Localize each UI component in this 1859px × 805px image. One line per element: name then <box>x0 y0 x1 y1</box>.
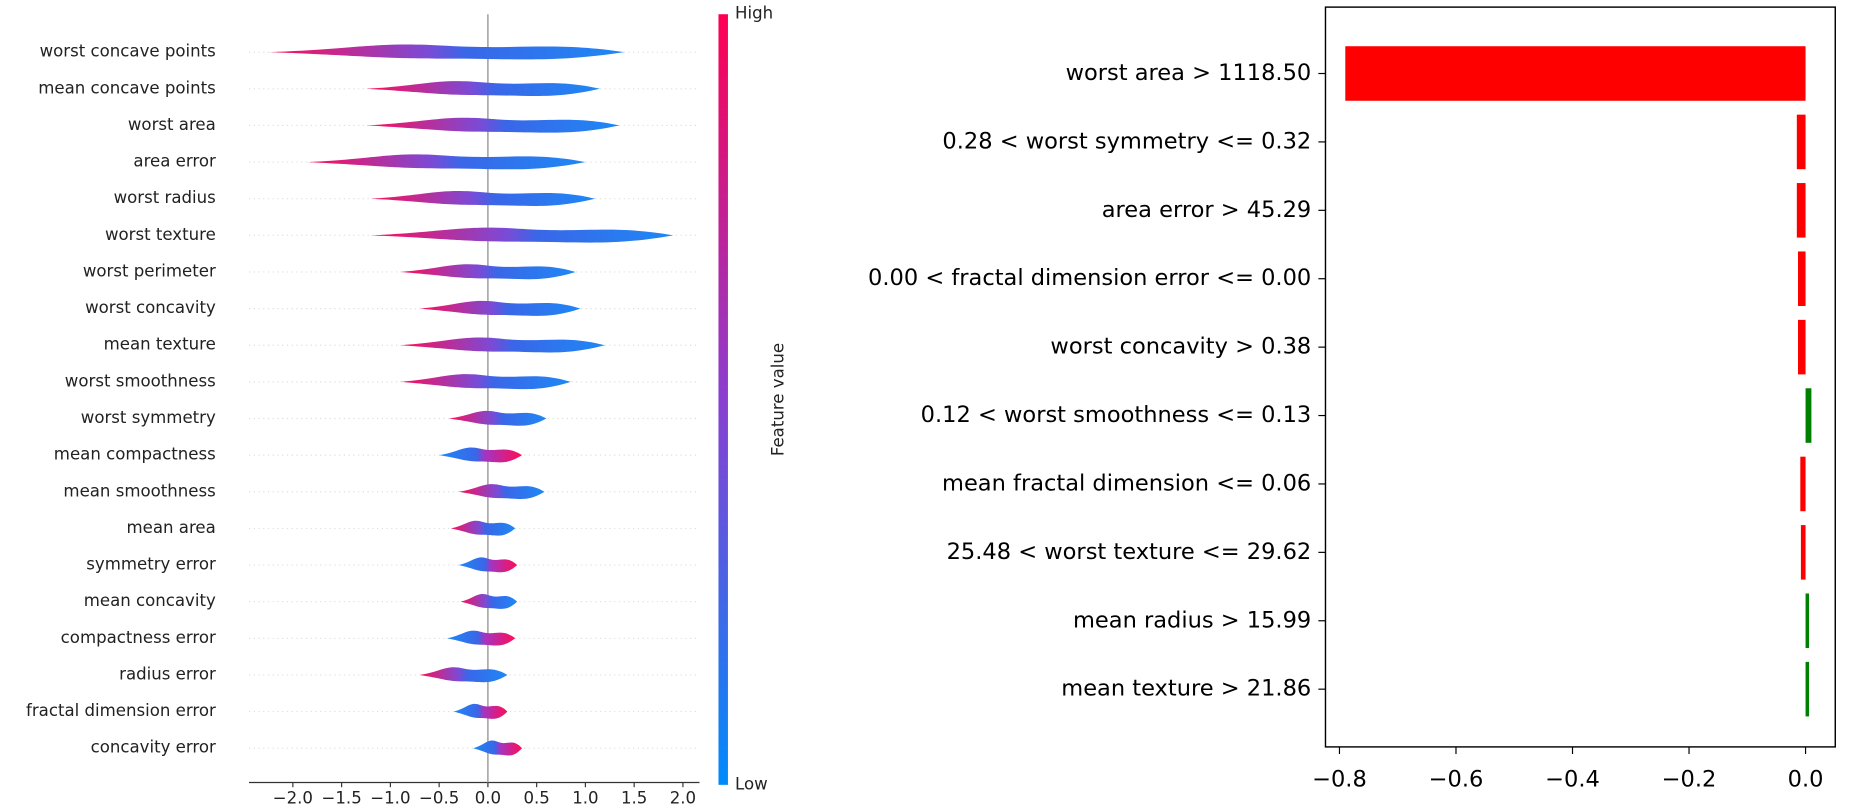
violin <box>446 630 516 646</box>
x-tick-label: −1.0 <box>370 789 410 805</box>
feature-label: worst concavity <box>85 298 216 317</box>
violin <box>453 703 508 719</box>
feature-label: concavity error <box>91 738 216 757</box>
violin <box>460 593 518 609</box>
feature-label: mean area <box>127 518 216 537</box>
feature-label: mean texture <box>104 335 216 354</box>
y-tick-label: 0.28 < worst symmetry <= 0.32 <box>942 128 1311 154</box>
x-tick-label: 1.0 <box>572 789 598 805</box>
violin <box>366 81 601 97</box>
violin-panel: High Low Feature value −2.0 −1.5 −1.0 −0.5 0… <box>26 4 787 805</box>
y-tick-label: worst area > 1118.50 <box>1066 60 1312 86</box>
colorbar-label: Feature value <box>768 343 787 456</box>
bar <box>1797 251 1806 306</box>
x-tick-label: 0.0 <box>1788 767 1824 793</box>
violin <box>400 374 571 390</box>
y-tick-label: 0.00 < fractal dimension error <= 0.00 <box>868 265 1311 291</box>
x-tick-label: 1.5 <box>621 789 647 805</box>
violin <box>307 154 586 170</box>
x-tick-label: 0.0 <box>475 789 501 805</box>
bar <box>1805 661 1810 717</box>
violin <box>450 520 516 536</box>
x-tick-label: 2.0 <box>670 789 696 805</box>
y-tick-label: mean texture > 21.86 <box>1061 676 1311 702</box>
feature-label: mean compactness <box>54 445 216 464</box>
y-tick-label: mean fractal dimension <= 0.06 <box>942 470 1311 496</box>
colorbar-low: Low <box>735 774 768 793</box>
feature-label: worst area <box>128 115 216 134</box>
colorbar-high: High <box>735 4 773 23</box>
bar <box>1796 183 1806 238</box>
y-tick-label: worst concavity > 0.38 <box>1050 334 1311 360</box>
feature-label: area error <box>133 152 216 171</box>
violin <box>400 264 576 280</box>
feature-label: worst concave points <box>40 42 216 61</box>
y-tick-label: mean radius > 15.99 <box>1073 607 1311 633</box>
y-tick-label: area error > 45.29 <box>1102 197 1312 223</box>
violin <box>419 300 581 316</box>
x-tick-label: −0.8 <box>1312 767 1367 793</box>
violin <box>370 227 674 243</box>
violin <box>473 740 523 756</box>
feature-label: worst perimeter <box>83 261 216 280</box>
feature-label: worst radius <box>114 188 216 207</box>
feature-label: symmetry error <box>86 555 216 574</box>
feature-label: worst symmetry <box>81 408 216 427</box>
x-tick-label: −1.5 <box>321 789 361 805</box>
bar <box>1345 46 1806 101</box>
bar <box>1797 319 1806 375</box>
violin <box>458 484 545 500</box>
bar <box>1800 456 1806 512</box>
feature-label: fractal dimension error <box>26 701 216 720</box>
feature-label: worst smoothness <box>65 371 216 390</box>
bar <box>1805 388 1812 443</box>
bar <box>1800 525 1806 580</box>
y-tick-label: 25.48 < worst texture <= 29.62 <box>947 539 1312 565</box>
bar <box>1796 114 1806 170</box>
violin <box>268 44 625 60</box>
violin <box>419 667 508 683</box>
x-tick-label: −0.2 <box>1662 767 1717 793</box>
feature-label: worst texture <box>105 225 216 244</box>
violin <box>458 557 518 573</box>
violin <box>400 337 605 353</box>
violin <box>439 447 523 463</box>
feature-label: mean concave points <box>38 78 216 97</box>
x-tick-label: −0.5 <box>419 789 459 805</box>
violin <box>448 410 547 426</box>
x-tick-label: −0.6 <box>1429 767 1484 793</box>
violin <box>366 117 620 133</box>
x-tick-label: 0.5 <box>523 789 549 805</box>
feature-label: mean smoothness <box>63 481 215 500</box>
bar-panel: −0.8 −0.6 −0.4 −0.2 0.0 worst area > 1118.50 0… <box>868 6 1836 793</box>
plot-frame <box>1324 6 1836 748</box>
x-tick-label: −2.0 <box>273 789 313 805</box>
colorbar <box>718 14 728 785</box>
x-tick-label: −0.4 <box>1545 767 1600 793</box>
bar <box>1805 593 1810 649</box>
y-tick-label: 0.12 < worst smoothness <= 0.13 <box>921 402 1312 428</box>
violin <box>370 191 596 206</box>
feature-label: mean concavity <box>84 591 216 610</box>
feature-label: radius error <box>119 664 216 683</box>
feature-label: compactness error <box>61 628 216 647</box>
